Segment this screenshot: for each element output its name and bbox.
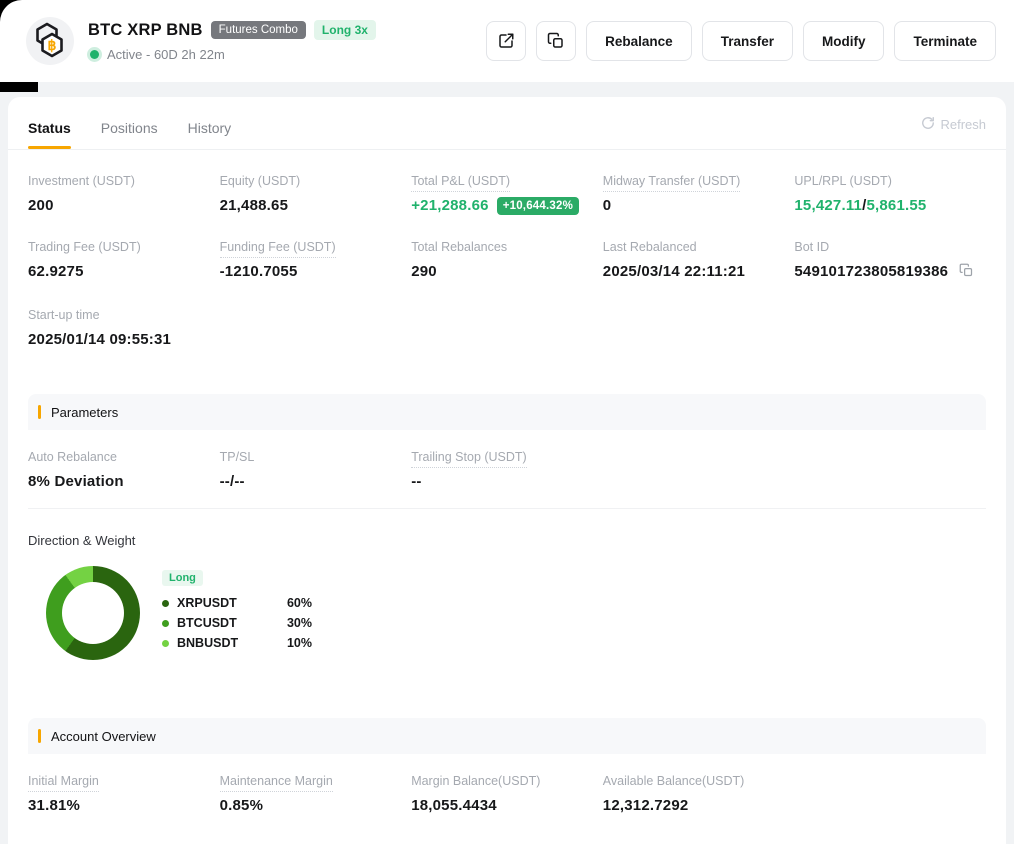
copy-bot-button[interactable] bbox=[536, 21, 577, 61]
legend-item-btc: BTCUSDT 30% bbox=[162, 616, 312, 630]
section-accent-bar bbox=[38, 729, 41, 743]
bot-status-text: Active - 60D 2h 22m bbox=[107, 47, 225, 62]
stat-startup-time: Start-up time 2025/01/14 09:55:31 bbox=[28, 308, 172, 348]
share-icon bbox=[497, 32, 515, 50]
upl-value: 15,427.11 bbox=[794, 197, 863, 214]
transfer-button[interactable]: Transfer bbox=[701, 21, 793, 61]
refresh-button[interactable]: Refresh bbox=[921, 116, 986, 149]
direction-weight-block: Long XRPUSDT 60% BTCUSDT 30% BNBUSDT 10% bbox=[28, 566, 986, 660]
direction-weight-title: Direction & Weight bbox=[28, 533, 136, 548]
bnb-dot-icon bbox=[162, 639, 169, 647]
active-status-dot bbox=[90, 50, 99, 59]
stat-midway-transfer: Midway Transfer (USDT) 0 bbox=[602, 174, 741, 214]
total-pnl-value: +21,288.66 bbox=[411, 197, 489, 214]
account-overview-grid: Initial Margin 31.81% Maintenance Margin… bbox=[28, 774, 986, 814]
parameters-divider bbox=[28, 508, 986, 509]
terminate-button[interactable]: Terminate bbox=[894, 21, 996, 61]
bot-stats-grid: Investment (USDT) 200 Equity (USDT) 21,4… bbox=[28, 174, 986, 348]
bot-title-block: BTC XRP BNB Futures Combo Long 3x Active… bbox=[88, 20, 376, 62]
stat-equity: Equity (USDT) 21,488.65 bbox=[219, 174, 301, 214]
total-pnl-percent-badge: +10,644.32% bbox=[496, 197, 579, 215]
copy-bot-id-icon[interactable] bbox=[954, 263, 973, 282]
bot-logo-icon: ฿ bbox=[26, 17, 74, 65]
account-initial-margin: Initial Margin 31.81% bbox=[28, 774, 99, 814]
donut-hole bbox=[62, 582, 124, 644]
tab-history[interactable]: History bbox=[187, 120, 232, 136]
tab-status[interactable]: Status bbox=[28, 106, 71, 149]
header-actions: Rebalance Transfer Modify Terminate bbox=[486, 21, 996, 61]
bot-leverage-badge: Long 3x bbox=[313, 20, 376, 40]
param-trailing-stop: Trailing Stop (USDT) -- bbox=[411, 450, 527, 490]
stat-upl-rpl: UPL/RPL (USDT) 15,427.11/5,861.55 bbox=[794, 174, 927, 214]
account-margin-balance: Margin Balance(USDT) 18,055.4434 bbox=[411, 774, 541, 814]
btc-dot-icon bbox=[162, 619, 169, 627]
svg-text:฿: ฿ bbox=[48, 37, 57, 53]
copy-icon bbox=[547, 32, 565, 50]
weight-donut-chart bbox=[46, 566, 140, 660]
account-available-balance: Available Balance(USDT) 12,312.7292 bbox=[602, 774, 745, 814]
bot-title: BTC XRP BNB bbox=[88, 20, 203, 39]
param-auto-rebalance: Auto Rebalance 8% Deviation bbox=[28, 450, 124, 490]
rpl-value: 5,861.55 bbox=[866, 197, 927, 214]
stat-trading-fee: Trading Fee (USDT) 62.9275 bbox=[28, 240, 141, 280]
parameters-grid: Auto Rebalance 8% Deviation TP/SL --/-- … bbox=[28, 450, 986, 490]
status-tab-content: Investment (USDT) 200 Equity (USDT) 21,4… bbox=[8, 174, 1006, 814]
stat-total-pnl: Total P&L (USDT) +21,288.66 +10,644.32% bbox=[411, 174, 603, 215]
weight-legend: Long XRPUSDT 60% BTCUSDT 30% BNBUSDT 10% bbox=[162, 566, 312, 650]
tab-positions[interactable]: Positions bbox=[100, 120, 158, 136]
stat-funding-fee: Funding Fee (USDT) -1210.7055 bbox=[219, 240, 336, 280]
account-maintenance-margin: Maintenance Margin 0.85% bbox=[219, 774, 333, 814]
refresh-icon bbox=[921, 116, 935, 133]
long-direction-badge: Long bbox=[162, 570, 203, 586]
xrp-dot-icon bbox=[162, 599, 169, 607]
section-accent-bar bbox=[38, 405, 41, 419]
modify-button[interactable]: Modify bbox=[802, 21, 885, 61]
stat-investment: Investment (USDT) 200 bbox=[28, 174, 135, 214]
stat-total-rebalances: Total Rebalances 290 bbox=[411, 240, 508, 280]
stat-last-rebalanced: Last Rebalanced 2025/03/14 22:11:21 bbox=[602, 240, 746, 280]
account-overview-section-header: Account Overview bbox=[28, 718, 986, 754]
rebalance-button[interactable]: Rebalance bbox=[586, 21, 692, 61]
stat-bot-id: Bot ID 549101723805819386 bbox=[794, 240, 986, 282]
bot-detail-card: Status Positions History Refresh Investm… bbox=[8, 97, 1006, 844]
legend-item-xrp: XRPUSDT 60% bbox=[162, 596, 312, 610]
bot-identity: ฿ BTC XRP BNB Futures Combo Long 3x Acti… bbox=[26, 17, 376, 65]
share-button[interactable] bbox=[486, 21, 527, 61]
bot-type-badge: Futures Combo bbox=[210, 21, 306, 39]
parameters-section-header: Parameters bbox=[28, 394, 986, 430]
tab-bar: Status Positions History Refresh bbox=[8, 97, 1006, 150]
bot-header: ฿ BTC XRP BNB Futures Combo Long 3x Acti… bbox=[0, 0, 1014, 82]
legend-item-bnb: BNBUSDT 10% bbox=[162, 636, 312, 650]
param-tp-sl: TP/SL --/-- bbox=[219, 450, 255, 490]
